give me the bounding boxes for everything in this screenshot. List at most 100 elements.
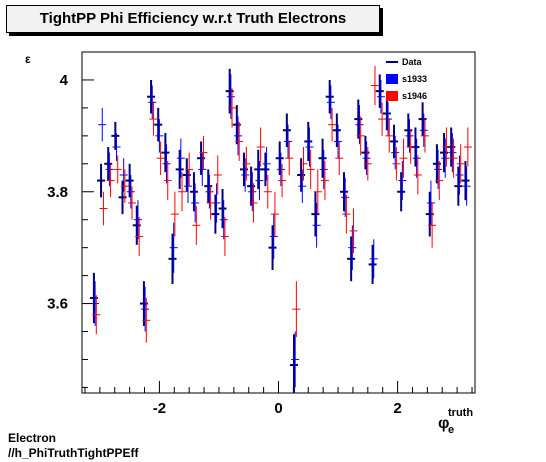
- series-s1933: [91, 74, 471, 388]
- data-point: [135, 216, 144, 257]
- data-point: [392, 147, 401, 181]
- data-point: [191, 183, 200, 223]
- data-point: [226, 74, 235, 120]
- data-point: [149, 102, 158, 136]
- data-point: [278, 163, 287, 198]
- data-point: [249, 183, 258, 223]
- data-point: [92, 295, 101, 335]
- data-point: [349, 208, 358, 254]
- data-point: [368, 244, 377, 284]
- data-point: [248, 172, 257, 212]
- data-point: [168, 233, 177, 284]
- y-tick-label: 3.8: [47, 184, 68, 201]
- data-point: [155, 119, 164, 153]
- data-point: [356, 116, 365, 156]
- data-point: [370, 65, 379, 106]
- data-point: [154, 107, 163, 142]
- data-point: [176, 138, 185, 178]
- legend-entry-s1933: s1933: [386, 74, 427, 84]
- x-tick-label: -2: [153, 400, 166, 417]
- data-point: [320, 161, 329, 201]
- legend-label: s1946: [402, 91, 427, 101]
- data-point: [313, 169, 322, 215]
- data-point: [263, 174, 272, 209]
- data-point: [355, 105, 364, 145]
- footer-label-particle: Electron: [8, 431, 57, 445]
- data-point: [269, 214, 278, 259]
- x-axis-label-subscript: e: [448, 424, 454, 436]
- data-point: [97, 163, 106, 198]
- data-point: [435, 161, 444, 201]
- data-point: [163, 161, 172, 201]
- data-point: [382, 96, 391, 131]
- data-point: [305, 127, 314, 167]
- data-point: [463, 127, 472, 167]
- data-point: [255, 161, 264, 201]
- footer-label-histogram: //h_PhiTruthTightPPEff: [8, 446, 139, 460]
- data-point: [228, 88, 237, 128]
- data-point: [397, 172, 406, 212]
- data-point: [335, 141, 344, 175]
- data-point: [299, 147, 308, 181]
- data-point: [328, 107, 337, 142]
- series-s1946: [92, 65, 472, 343]
- series-data: [89, 68, 470, 393]
- data-point: [378, 102, 387, 136]
- data-point: [369, 239, 378, 279]
- data-point: [105, 152, 114, 187]
- data-point: [211, 194, 220, 234]
- data-point: [304, 121, 313, 162]
- data-point: [262, 147, 271, 181]
- data-point: [298, 169, 307, 203]
- data-point: [449, 138, 458, 178]
- data-point: [99, 191, 108, 226]
- data-point: [213, 155, 222, 195]
- legend-box-swatch: [386, 74, 398, 84]
- data-point: [234, 116, 243, 156]
- data-point: [448, 133, 457, 173]
- y-axis-label: ε: [25, 52, 31, 66]
- data-point: [454, 166, 463, 206]
- data-point: [419, 113, 428, 148]
- data-point: [185, 152, 194, 187]
- plot-frame: [81, 51, 476, 394]
- data-point: [113, 155, 122, 184]
- data-point: [285, 141, 294, 175]
- data-point: [420, 119, 429, 153]
- data-point: [220, 216, 229, 257]
- data-point: [178, 172, 187, 212]
- legend-label: s1933: [402, 74, 427, 84]
- data-point: [148, 85, 157, 120]
- data-point: [461, 161, 470, 201]
- data-point: [198, 152, 207, 187]
- data-point: [91, 281, 100, 326]
- data-point: [312, 202, 321, 248]
- data-point: [442, 127, 451, 167]
- data-point: [385, 119, 394, 153]
- data-point: [376, 79, 385, 114]
- data-point: [170, 191, 179, 237]
- data-point: [106, 163, 115, 198]
- data-point: [270, 191, 279, 237]
- data-point: [242, 147, 251, 181]
- data-point: [141, 286, 150, 332]
- data-point: [325, 79, 334, 114]
- data-point: [235, 121, 244, 162]
- data-point: [254, 149, 263, 189]
- data-point: [206, 186, 215, 220]
- data-point: [111, 121, 120, 150]
- data-point: [219, 200, 228, 240]
- data-point: [399, 138, 408, 178]
- data-point: [441, 138, 450, 178]
- data-point: [363, 147, 372, 181]
- data-point: [142, 297, 151, 343]
- data-point: [119, 158, 128, 192]
- data-point: [412, 138, 421, 178]
- data-point: [289, 334, 298, 393]
- x-tick-label: 0: [274, 400, 282, 417]
- data-point: [189, 172, 198, 212]
- data-point: [292, 281, 301, 338]
- data-point: [133, 200, 142, 240]
- data-point: [112, 133, 121, 162]
